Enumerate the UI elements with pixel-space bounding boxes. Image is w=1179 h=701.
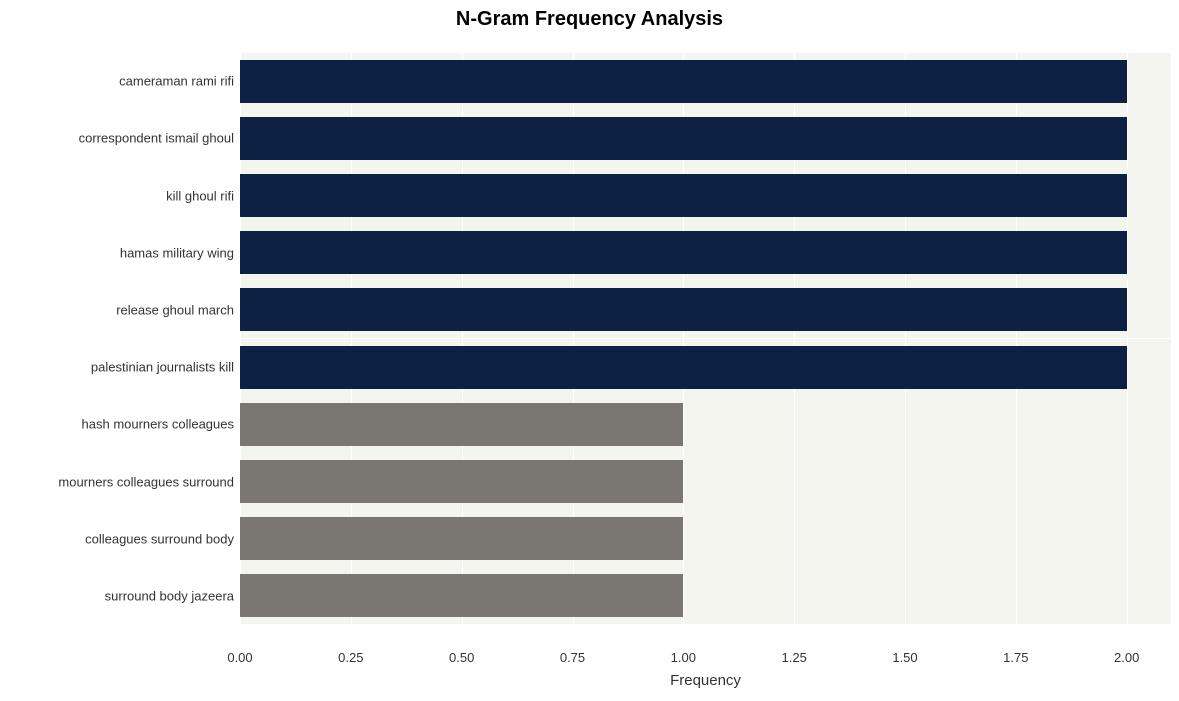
y-tick-label: cameraman rami rifi	[119, 74, 234, 89]
x-tick-label: 0.75	[560, 650, 585, 665]
y-tick-label: colleagues surround body	[85, 531, 234, 546]
gridline	[1127, 35, 1128, 642]
x-tick-label: 0.25	[338, 650, 363, 665]
x-tick-label: 1.00	[671, 650, 696, 665]
x-tick-label: 1.50	[892, 650, 917, 665]
y-tick-label: release ghoul march	[116, 302, 234, 317]
chart-title: N-Gram Frequency Analysis	[0, 8, 1179, 31]
bar	[240, 403, 683, 446]
bar	[240, 346, 1127, 389]
x-tick-label: 1.25	[782, 650, 807, 665]
x-tick-label: 1.75	[1003, 650, 1028, 665]
y-tick-label: mourners colleagues surround	[58, 474, 234, 489]
y-tick-label: kill ghoul rifi	[166, 188, 234, 203]
bar	[240, 174, 1127, 217]
x-tick-label: 2.00	[1114, 650, 1139, 665]
bar	[240, 60, 1127, 103]
x-tick-label: 0.00	[227, 650, 252, 665]
y-tick-label: correspondent ismail ghoul	[79, 131, 234, 146]
bar	[240, 231, 1127, 274]
y-tick-label: surround body jazeera	[105, 588, 234, 603]
y-tick-label: hamas military wing	[120, 245, 234, 260]
bar	[240, 288, 1127, 331]
chart-container: N-Gram Frequency Analysis cameraman rami…	[0, 0, 1179, 701]
bar	[240, 517, 683, 560]
x-axis-label: Frequency	[670, 672, 741, 689]
x-tick-label: 0.50	[449, 650, 474, 665]
bar	[240, 117, 1127, 160]
bar	[240, 460, 683, 503]
y-tick-label: palestinian journalists kill	[91, 360, 234, 375]
y-tick-label: hash mourners colleagues	[82, 417, 234, 432]
plot-area: cameraman rami rificorrespondent ismail …	[240, 35, 1171, 642]
bar	[240, 574, 683, 617]
